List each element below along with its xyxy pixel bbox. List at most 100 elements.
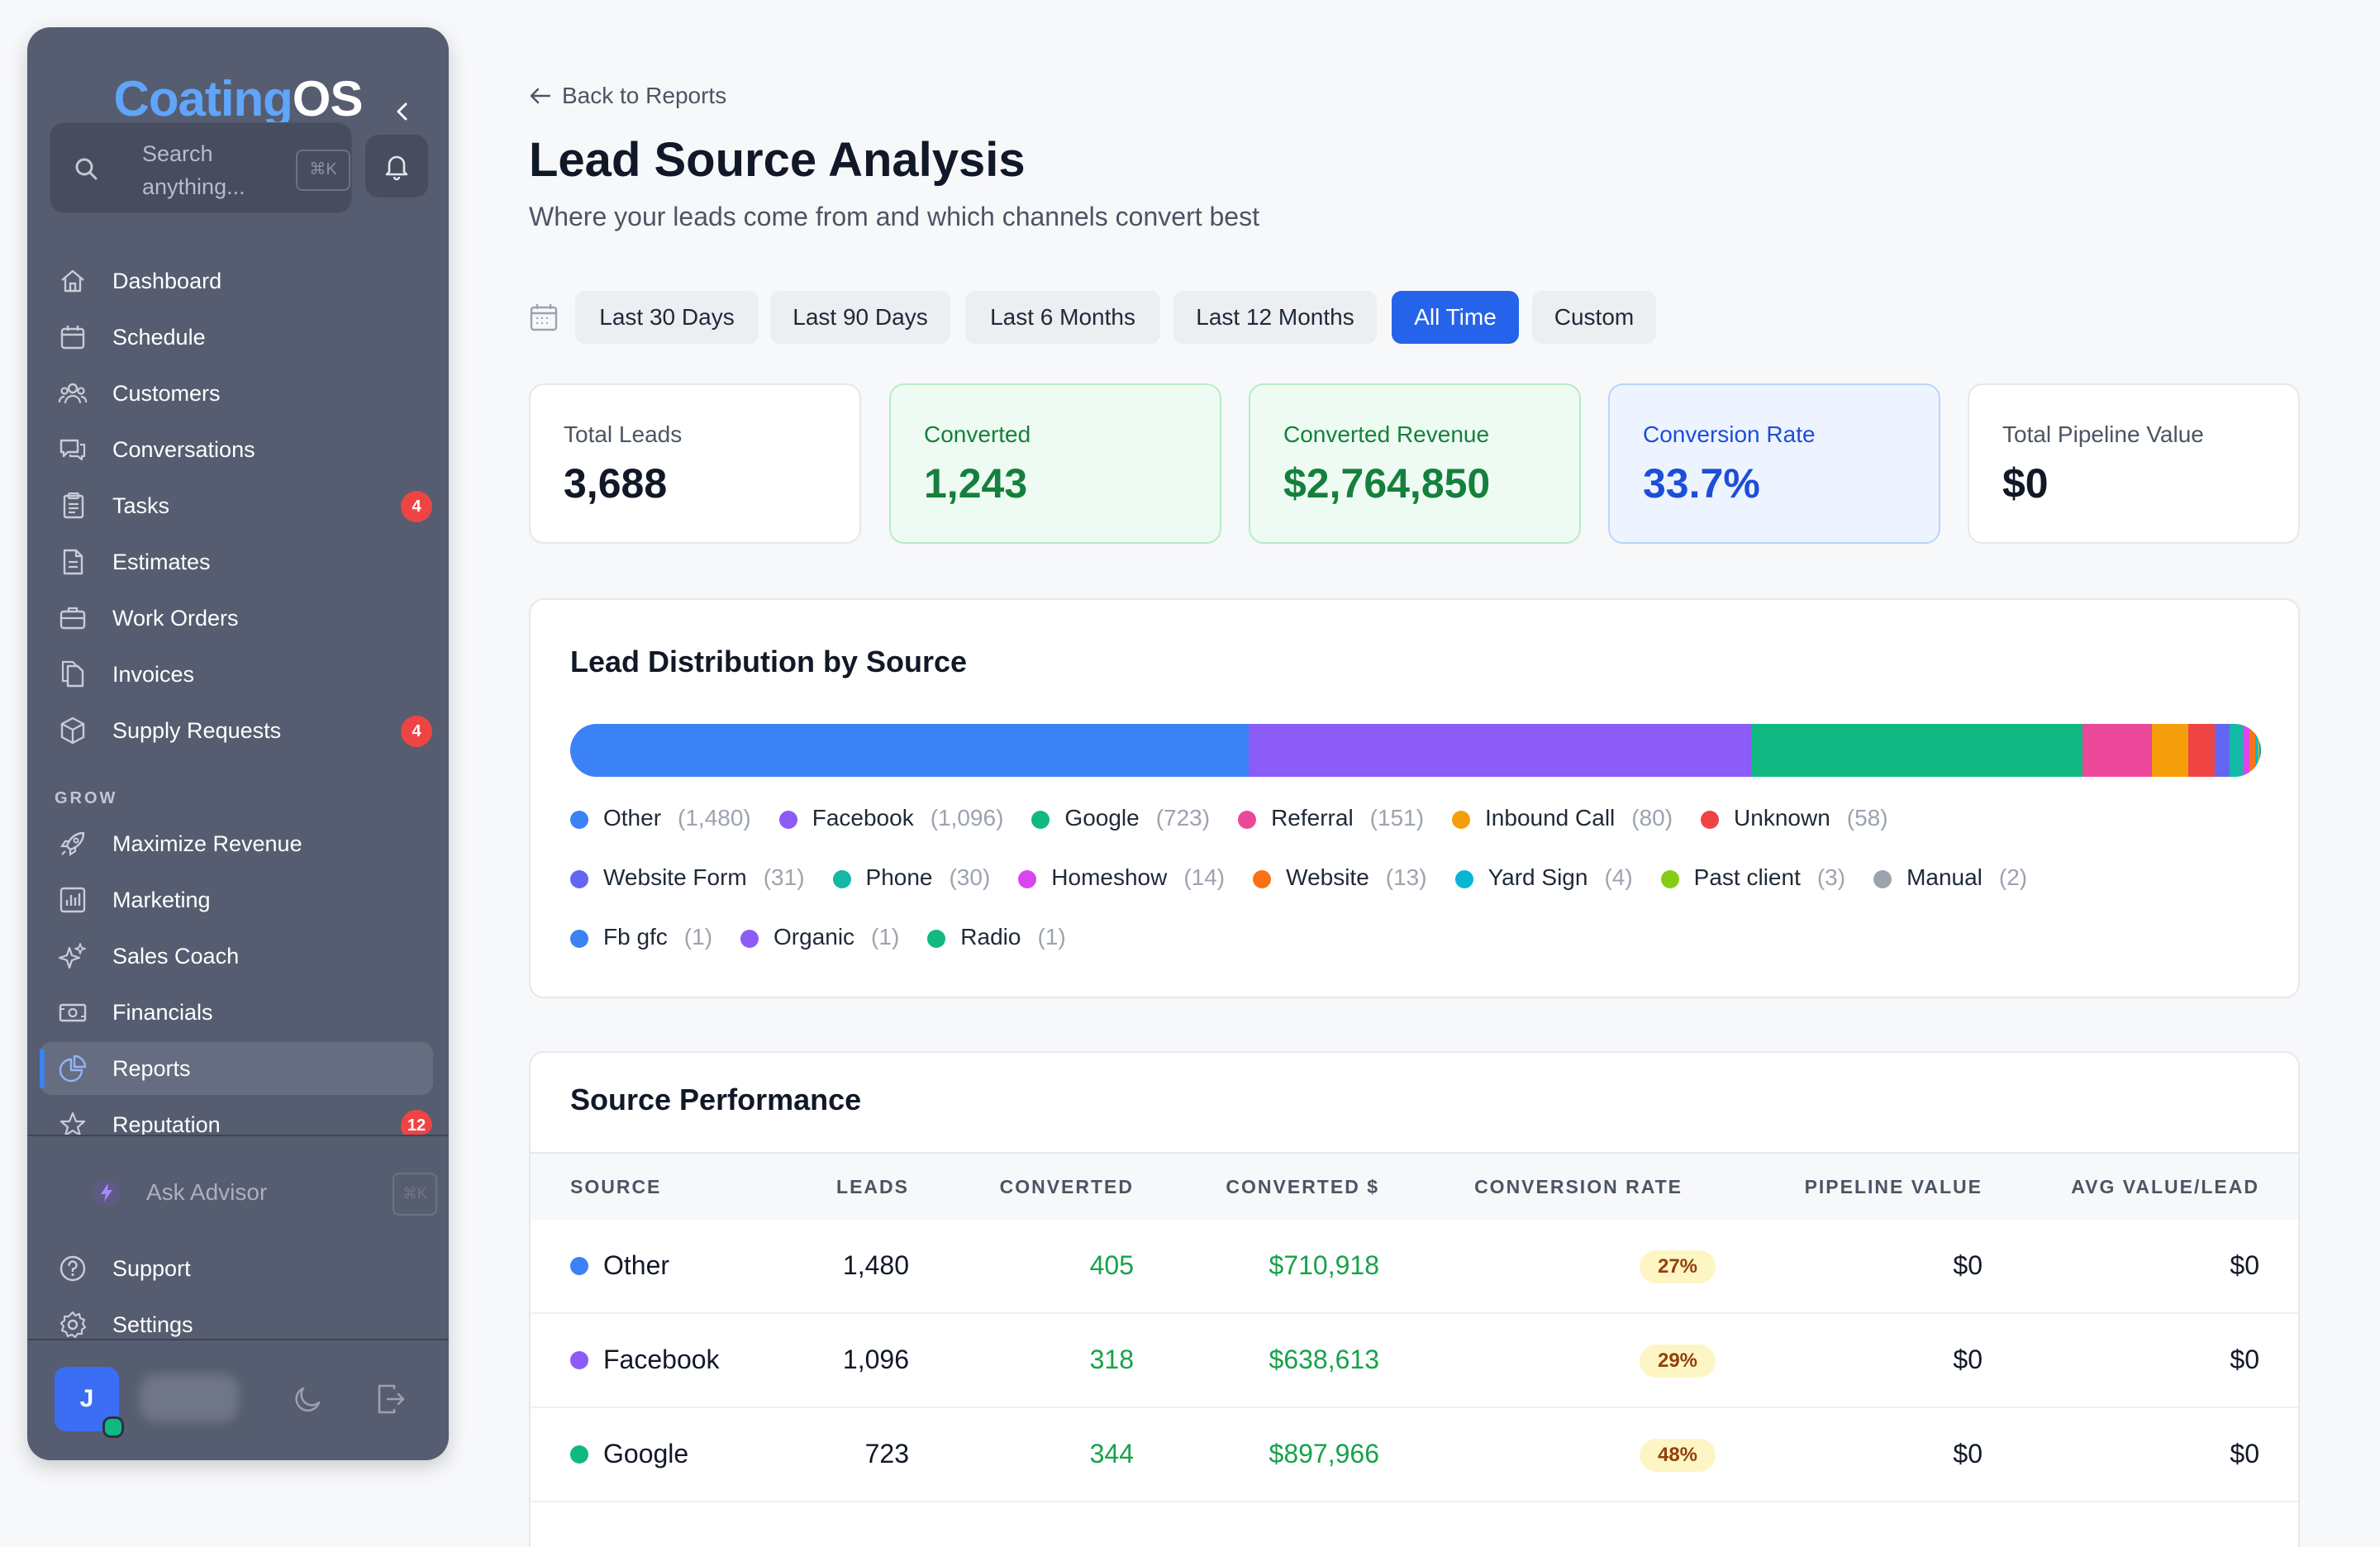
legend-item[interactable]: Organic (1) — [740, 921, 899, 954]
filter-custom[interactable]: Custom — [1532, 291, 1656, 344]
legend-item[interactable]: Referral (151) — [1238, 802, 1424, 835]
legend-item[interactable]: Website Form (31) — [570, 861, 805, 894]
collapse-sidebar-button[interactable] — [388, 97, 417, 126]
column-header-source[interactable]: SOURCE — [570, 1176, 662, 1197]
box-icon — [60, 716, 85, 745]
distribution-segment[interactable] — [2255, 724, 2258, 777]
legend-label: Inbound Call — [1485, 805, 1616, 831]
sidebar-item-support[interactable]: Support — [40, 1242, 433, 1295]
legend-item[interactable]: Radio (1) — [927, 921, 1066, 954]
legend-item[interactable]: Inbound Call (80) — [1452, 802, 1673, 835]
sidebar-item-financials[interactable]: Financials — [40, 986, 433, 1039]
home-icon — [61, 269, 84, 293]
source-color-dot — [570, 1257, 588, 1275]
legend-count: (151) — [1369, 805, 1425, 831]
distribution-segment[interactable] — [570, 724, 1250, 777]
sidebar-item-maximize-revenue[interactable]: Maximize Revenue — [40, 817, 433, 870]
distribution-segment[interactable] — [2229, 724, 2244, 777]
sidebar-item-work-orders[interactable]: Work Orders — [40, 592, 433, 645]
sidebar-item-label: Supply Requests — [112, 718, 282, 743]
distribution-segment[interactable] — [2188, 724, 2216, 777]
legend-item[interactable]: Homeshow (14) — [1018, 861, 1225, 894]
filter-last-90-days[interactable]: Last 90 Days — [770, 291, 950, 344]
distribution-segment[interactable] — [2257, 724, 2259, 777]
legend-label: Unknown — [1734, 805, 1830, 831]
distribution-segment[interactable] — [2260, 724, 2261, 777]
table-row[interactable]: Facebook 1,096 318 $638,613 29% $0 $0 — [531, 1312, 2298, 1408]
search-input[interactable]: Search anything... ⌘K — [50, 122, 352, 213]
column-header-converted[interactable]: CONVERTED — [999, 1176, 1134, 1197]
legend-color-dot — [740, 930, 759, 948]
legend-count: (3) — [1816, 864, 1846, 890]
sidebar-item-reports[interactable]: Reports — [40, 1042, 433, 1095]
filter-last-30-days[interactable]: Last 30 Days — [575, 291, 759, 344]
avg-value-cell: $0 — [2230, 1439, 2259, 1468]
conversion-rate-badge: 48% — [1640, 1439, 1716, 1472]
distribution-segment[interactable] — [2243, 724, 2250, 777]
sidebar-item-settings[interactable]: Settings — [40, 1298, 433, 1351]
sidebar-item-supply-requests[interactable]: Supply Requests 4 — [40, 704, 433, 757]
legend-item[interactable]: Facebook (1,096) — [778, 802, 1003, 835]
legend-item[interactable]: Fb gfc (1) — [570, 921, 712, 954]
legend-item[interactable]: Other (1,480) — [570, 802, 751, 835]
logout-icon[interactable] — [374, 1383, 407, 1416]
distribution-segment[interactable] — [2259, 724, 2260, 777]
legend-label: Homeshow — [1051, 864, 1168, 890]
distribution-segment[interactable] — [2215, 724, 2230, 777]
distribution-segment[interactable] — [2249, 724, 2256, 777]
column-header-leads[interactable]: LEADS — [836, 1176, 909, 1197]
filter-last-12-months[interactable]: Last 12 Months — [1173, 291, 1377, 344]
legend-item[interactable]: Website (13) — [1253, 861, 1427, 894]
legend-item[interactable]: Phone (30) — [832, 861, 990, 894]
sidebar-item-marketing[interactable]: Marketing — [40, 873, 433, 926]
sidebar-item-label: Conversations — [112, 437, 255, 462]
legend-item[interactable]: Yard Sign (4) — [1454, 861, 1633, 894]
leads-cell: 1,096 — [842, 1345, 909, 1374]
app-logo[interactable]: CoatingOS — [27, 70, 449, 127]
ask-advisor-button[interactable]: Ask Advisor ⌘K — [62, 1159, 437, 1226]
stat-card-total-pipeline-value: Total Pipeline Value $0 — [1968, 383, 2300, 544]
column-header-conversion-rate[interactable]: CONVERSION RATE — [1474, 1176, 1683, 1197]
legend-label: Organic — [774, 924, 855, 950]
distribution-segment[interactable] — [1751, 724, 2083, 777]
avatar[interactable]: J — [55, 1367, 119, 1431]
legend-item[interactable]: Past client (3) — [1660, 861, 1846, 894]
distribution-segment[interactable] — [2151, 724, 2189, 777]
distribution-segment[interactable] — [2082, 724, 2152, 777]
converted-cell: 344 — [1089, 1439, 1134, 1468]
sidebar-item-label: Schedule — [112, 325, 206, 350]
sidebar-item-schedule[interactable]: Schedule — [40, 311, 433, 364]
profile-name-blurred — [140, 1374, 239, 1422]
legend-item[interactable]: Unknown (58) — [1701, 802, 1888, 835]
moon-icon[interactable] — [292, 1383, 325, 1416]
sidebar-item-dashboard[interactable]: Dashboard — [40, 255, 433, 307]
column-header-converted-usd[interactable]: CONVERTED $ — [1226, 1176, 1379, 1197]
sidebar-item-estimates[interactable]: Estimates — [40, 536, 433, 588]
sidebar-item-sales-coach[interactable]: Sales Coach — [40, 930, 433, 983]
arrow-left-icon — [530, 88, 551, 104]
table-row[interactable]: Google 723 344 $897,966 48% $0 $0 — [531, 1407, 2298, 1502]
filter-all-time[interactable]: All Time — [1392, 291, 1519, 344]
sidebar-item-reputation[interactable]: Reputation 12 — [40, 1098, 433, 1135]
notifications-button[interactable] — [365, 135, 428, 198]
column-header-pipeline-value[interactable]: PIPELINE VALUE — [1804, 1176, 1983, 1197]
legend-item[interactable]: Google (723) — [1031, 802, 1210, 835]
help-circle-icon — [60, 1255, 86, 1282]
distribution-segment[interactable] — [1249, 724, 1752, 777]
legend-item[interactable]: Manual (2) — [1873, 861, 2027, 894]
sidebar-item-invoices[interactable]: Invoices — [40, 648, 433, 701]
sidebar-item-conversations[interactable]: Conversations — [40, 423, 433, 476]
stat-value: $0 — [2002, 460, 2049, 507]
filter-last-6-months[interactable]: Last 6 Months — [965, 291, 1160, 344]
legend-color-dot — [1660, 870, 1679, 888]
calendar-icon — [530, 304, 558, 331]
legend-color-dot — [927, 930, 946, 948]
legend-color-dot — [1031, 811, 1050, 829]
column-header-avg-value-per-lead[interactable]: AVG VALUE/LEAD — [2071, 1176, 2259, 1197]
avg-value-cell: $0 — [2230, 1345, 2259, 1374]
sidebar-item-tasks[interactable]: Tasks 4 — [40, 479, 433, 532]
sidebar-item-customers[interactable]: Customers — [40, 367, 433, 420]
table-row[interactable]: Other 1,480 405 $710,918 27% $0 $0 — [531, 1218, 2298, 1314]
legend-count: (80) — [1631, 805, 1673, 831]
distribution-segment[interactable] — [2259, 724, 2261, 777]
